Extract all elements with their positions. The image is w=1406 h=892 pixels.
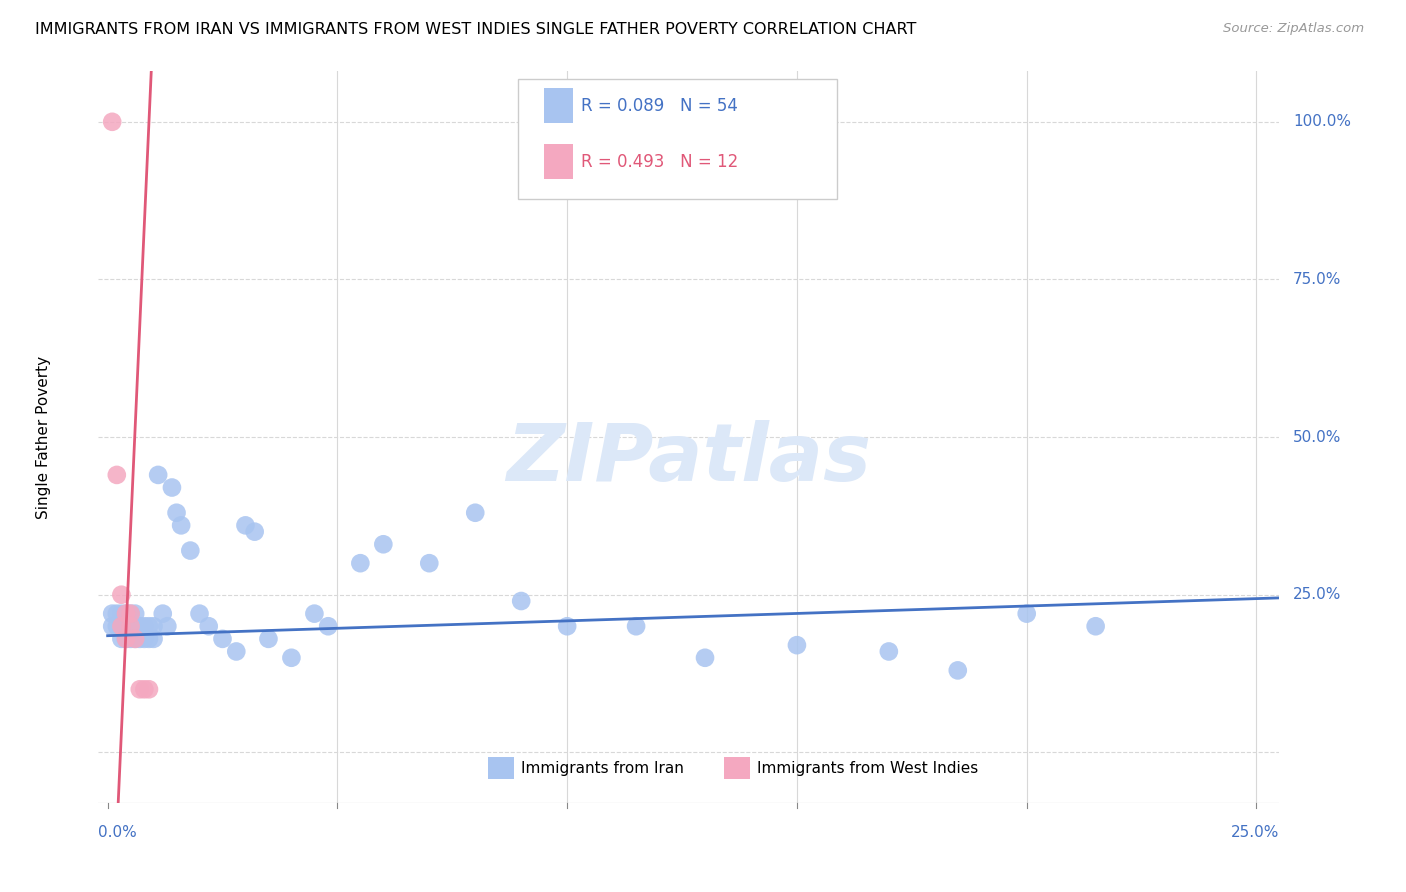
Point <box>124 607 146 621</box>
Text: IMMIGRANTS FROM IRAN VS IMMIGRANTS FROM WEST INDIES SINGLE FATHER POVERTY CORREL: IMMIGRANTS FROM IRAN VS IMMIGRANTS FROM … <box>35 22 917 37</box>
Point <box>166 506 188 520</box>
Point <box>128 632 150 646</box>
Point <box>138 632 160 646</box>
Point <box>115 632 138 646</box>
Text: 25.0%: 25.0% <box>1232 825 1279 840</box>
Point <box>146 467 169 482</box>
Text: ZIPatlas: ZIPatlas <box>506 420 872 498</box>
Point <box>243 524 266 539</box>
Point <box>120 619 142 633</box>
Point <box>225 644 247 658</box>
Text: Source: ZipAtlas.com: Source: ZipAtlas.com <box>1223 22 1364 36</box>
Point <box>120 607 142 621</box>
Text: Immigrants from West Indies: Immigrants from West Indies <box>758 761 979 776</box>
Point <box>179 543 201 558</box>
Point <box>624 619 647 633</box>
Text: 0.0%: 0.0% <box>98 825 138 840</box>
Point <box>418 556 440 570</box>
Text: 50.0%: 50.0% <box>1294 430 1341 444</box>
Point <box>101 619 124 633</box>
Point <box>120 607 142 621</box>
Point <box>110 607 132 621</box>
Point <box>235 518 257 533</box>
Point <box>115 619 138 633</box>
Point <box>138 682 160 697</box>
Point <box>110 632 132 646</box>
Point <box>786 638 808 652</box>
FancyBboxPatch shape <box>488 757 515 780</box>
Point <box>142 619 165 633</box>
Point <box>110 619 132 633</box>
Point <box>280 650 302 665</box>
Point <box>124 632 146 646</box>
Point <box>160 481 183 495</box>
Point <box>115 607 138 621</box>
Text: R = 0.089   N = 54: R = 0.089 N = 54 <box>582 96 738 114</box>
Point <box>464 506 486 520</box>
FancyBboxPatch shape <box>544 145 574 179</box>
Point <box>115 632 138 646</box>
Point <box>304 607 326 621</box>
Point <box>124 632 146 646</box>
Text: Single Father Poverty: Single Father Poverty <box>37 356 51 518</box>
Point <box>128 682 150 697</box>
Point <box>134 682 156 697</box>
Point <box>115 607 138 621</box>
Text: R = 0.493   N = 12: R = 0.493 N = 12 <box>582 153 738 170</box>
Point <box>257 632 280 646</box>
Point <box>101 607 124 621</box>
FancyBboxPatch shape <box>724 757 751 780</box>
Point <box>120 632 142 646</box>
Point <box>946 664 969 678</box>
Text: 25.0%: 25.0% <box>1294 587 1341 602</box>
Point <box>134 632 156 646</box>
Text: 100.0%: 100.0% <box>1294 114 1351 129</box>
Text: Immigrants from Iran: Immigrants from Iran <box>522 761 685 776</box>
Point <box>373 537 395 551</box>
Point <box>877 644 900 658</box>
Point <box>110 619 132 633</box>
Point <box>1084 619 1107 633</box>
Point <box>128 619 150 633</box>
Point <box>152 607 174 621</box>
FancyBboxPatch shape <box>544 88 574 123</box>
Point <box>105 619 128 633</box>
Text: 75.0%: 75.0% <box>1294 272 1341 287</box>
Point <box>693 650 716 665</box>
Point <box>101 115 124 129</box>
Point <box>105 467 128 482</box>
Point <box>124 619 146 633</box>
Point <box>170 518 193 533</box>
Point <box>555 619 578 633</box>
Point <box>1015 607 1038 621</box>
Point <box>134 619 156 633</box>
Point <box>211 632 233 646</box>
Point <box>316 619 339 633</box>
Point <box>156 619 179 633</box>
Point <box>120 619 142 633</box>
FancyBboxPatch shape <box>517 78 837 200</box>
Point <box>349 556 371 570</box>
Point <box>510 594 533 608</box>
Point <box>105 607 128 621</box>
Point <box>142 632 165 646</box>
Point <box>197 619 219 633</box>
Point <box>188 607 211 621</box>
Point <box>110 588 132 602</box>
Point <box>138 619 160 633</box>
